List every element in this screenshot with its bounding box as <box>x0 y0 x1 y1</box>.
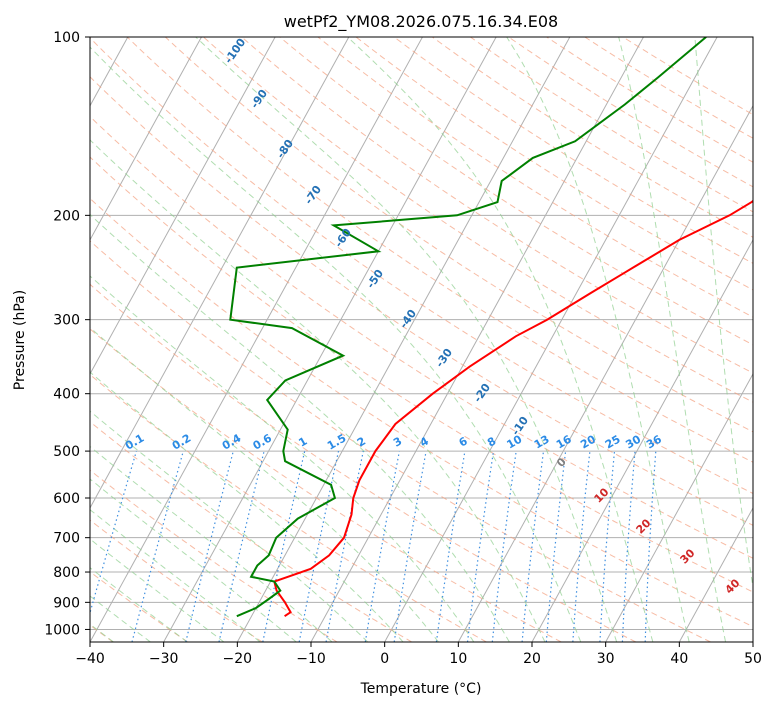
mixing-ratio-line <box>572 451 591 642</box>
plot-frame <box>89 36 754 643</box>
dry-adiabat-line <box>90 328 562 642</box>
isotherm-line <box>531 238 753 642</box>
background-lines <box>90 37 753 642</box>
isotherm-line <box>163 37 497 642</box>
dry-adiabat-line <box>584 37 753 139</box>
moist-adiabat-line <box>90 478 297 642</box>
dry-adiabat-line <box>546 37 753 163</box>
mixing-ratio-line <box>218 450 265 642</box>
moist-adiabat-line <box>90 139 546 642</box>
mixing-ratio-line <box>364 450 400 642</box>
dry-adiabat-line <box>393 37 753 264</box>
x-tick-label: 30 <box>597 651 615 667</box>
y-tick-label: 600 <box>53 491 80 507</box>
moist-adiabat-line <box>618 37 727 642</box>
mixing-ratio-line <box>131 450 184 642</box>
x-tick-label: 40 <box>670 651 688 667</box>
dry-adiabat-line <box>470 37 753 213</box>
y-axis-label: Pressure (hPa) <box>12 290 28 390</box>
dry-adiabat-line <box>90 469 338 642</box>
dewpoint-profile-line <box>229 37 707 618</box>
moist-adiabat-line <box>90 275 475 642</box>
moist-adiabat-line <box>90 326 439 642</box>
y-tick-label: 500 <box>53 444 80 460</box>
mixing-ratio-line <box>621 451 636 642</box>
x-tick-label: 20 <box>523 651 541 667</box>
moist-adiabat-line <box>506 37 690 642</box>
x-tick-label: −20 <box>223 651 253 667</box>
dry-adiabat-line <box>317 37 753 318</box>
mixing-ratio-line <box>298 450 340 642</box>
isotherm-line <box>90 37 202 241</box>
moist-adiabat-line <box>90 371 404 642</box>
y-tick-label: 700 <box>53 531 80 547</box>
moist-adiabat-line <box>90 46 582 642</box>
y-tick-label: 200 <box>53 208 80 224</box>
dry-adiabat-line <box>90 76 753 526</box>
y-tick-label: 900 <box>53 595 80 611</box>
mixing-ratio-line <box>599 451 616 642</box>
dry-adiabat-line <box>90 115 753 559</box>
isotherm-line <box>90 37 276 375</box>
y-tick-label: 800 <box>53 565 80 581</box>
x-tick-label: 10 <box>449 651 467 667</box>
dry-adiabat-line <box>90 283 637 642</box>
mixing-ratio-line <box>545 451 567 642</box>
profile-lines <box>229 37 753 618</box>
mixing-ratio-line <box>644 451 657 642</box>
dry-adiabat-line <box>90 156 753 593</box>
x-tick-label: 0 <box>380 651 389 667</box>
y-tick-label: 1000 <box>44 622 80 638</box>
isotherm-line <box>678 506 753 642</box>
dry-adiabat-line <box>279 37 753 346</box>
moist-adiabat-line <box>694 37 753 591</box>
moist-adiabat-line <box>90 213 510 642</box>
dry-adiabat-line <box>126 37 753 463</box>
x-tick-label: −10 <box>296 651 326 667</box>
y-tick-label: 100 <box>53 30 80 46</box>
isotherm-line <box>457 104 753 642</box>
mixing-ratio-line <box>262 450 306 642</box>
dry-adiabat-line <box>355 37 753 291</box>
mixing-ratio-line <box>325 450 364 642</box>
dry-adiabat-line <box>90 197 753 628</box>
moist-adiabat-line <box>195 37 618 642</box>
moist-adiabat-line <box>90 410 369 642</box>
dry-adiabat-line <box>90 37 753 495</box>
x-axis-label: Temperature (°C) <box>360 681 482 697</box>
x-tick-label: −40 <box>75 651 105 667</box>
temperature-profile-line <box>273 199 753 618</box>
x-tick-label: 50 <box>744 651 762 667</box>
y-axis: 100 200 300 400 500 600 700 800 900 1000 <box>44 30 90 638</box>
isotherm-line <box>236 37 571 642</box>
x-tick-label: −30 <box>149 651 179 667</box>
moist-adiabat-line <box>347 37 654 642</box>
y-tick-label: 400 <box>53 387 80 403</box>
dry-adiabat-line <box>432 37 753 238</box>
isotherm-line <box>310 37 644 642</box>
isotherm-line <box>384 37 718 642</box>
x-axis: −40 −30 −20 −10 0 10 20 30 40 50 <box>75 642 762 667</box>
y-tick-label: 300 <box>53 313 80 329</box>
chart-title: wetPf2_YM08.2026.075.16.34.E08 <box>284 12 558 32</box>
isotherm-line <box>605 372 753 642</box>
dry-adiabat-line <box>508 37 753 188</box>
isotherm-line <box>90 37 350 509</box>
isotherm-line <box>90 37 423 642</box>
mixing-ratio-line <box>185 450 234 642</box>
